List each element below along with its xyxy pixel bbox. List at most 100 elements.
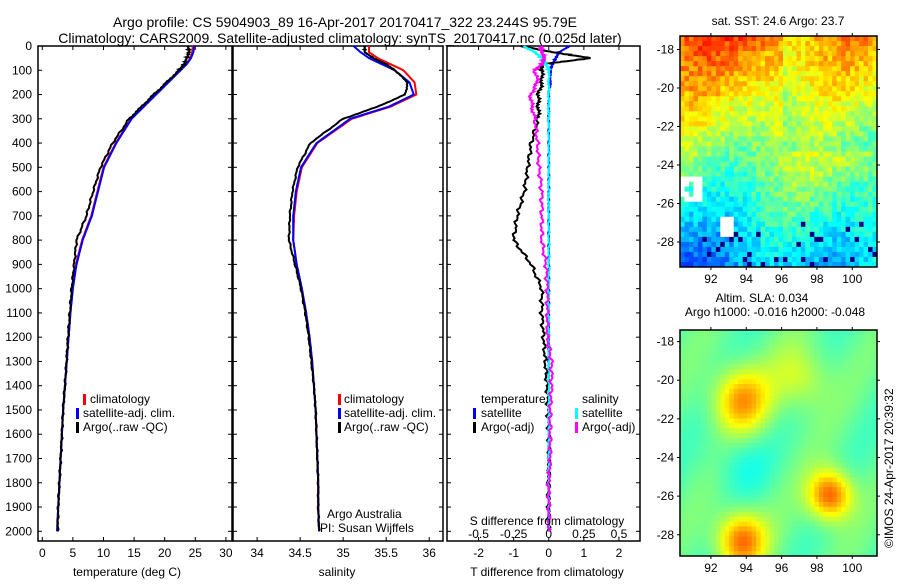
map-cell xyxy=(769,191,775,198)
map-cell xyxy=(800,106,806,112)
map-cell xyxy=(872,86,878,92)
map-cell xyxy=(823,166,829,172)
map-cell xyxy=(680,201,685,208)
map-cell xyxy=(814,516,820,523)
map-cell xyxy=(688,131,694,137)
map-cell xyxy=(800,457,806,464)
map-cell xyxy=(760,41,766,47)
map-cell xyxy=(836,211,842,218)
map-cell xyxy=(706,398,712,405)
map-cell xyxy=(724,156,730,162)
map-cell xyxy=(684,91,690,97)
map-cell xyxy=(827,161,833,167)
map-cell xyxy=(688,408,694,414)
map-cell xyxy=(778,46,784,52)
y-tick-label: -26 xyxy=(657,196,675,210)
map-cell xyxy=(715,81,721,87)
map-cell xyxy=(782,349,788,355)
map-cell xyxy=(800,536,806,542)
map-cell xyxy=(850,423,856,429)
map-cell xyxy=(697,146,703,152)
map-cell xyxy=(720,339,726,346)
map-cell xyxy=(863,136,869,142)
map-cell xyxy=(706,121,712,127)
map-cell xyxy=(841,418,847,424)
map-cell xyxy=(724,251,730,258)
map-cell xyxy=(711,354,717,360)
map-cell xyxy=(680,236,685,243)
map-cell xyxy=(814,364,820,370)
map-cell xyxy=(733,546,739,552)
map-cell xyxy=(684,136,690,142)
map-cell xyxy=(751,369,757,375)
map-cell xyxy=(693,221,699,228)
map-cell xyxy=(751,141,757,147)
map-cell xyxy=(796,121,802,127)
map-cell xyxy=(854,398,860,405)
map-cell xyxy=(760,256,766,263)
map-cell xyxy=(715,344,721,351)
map-cell xyxy=(791,457,797,464)
map-cell xyxy=(791,472,797,478)
map-cell xyxy=(702,492,708,498)
map-cell xyxy=(800,339,806,346)
map-cell xyxy=(680,433,685,439)
map-cell xyxy=(684,462,690,468)
map-cell xyxy=(818,46,824,52)
map-cell xyxy=(706,551,712,557)
map-cell xyxy=(751,66,757,72)
map-cell xyxy=(702,472,708,478)
map-cell xyxy=(800,246,806,253)
map-cell xyxy=(845,506,851,513)
map-cell xyxy=(706,467,712,473)
map-cell xyxy=(760,216,766,223)
map-cell xyxy=(688,61,694,67)
map-cell xyxy=(684,438,690,444)
map-cell xyxy=(684,106,690,112)
map-cell xyxy=(693,428,699,434)
map-cell xyxy=(724,186,730,193)
map-cell xyxy=(782,226,788,233)
map-cell xyxy=(850,354,856,360)
map-cell xyxy=(688,46,694,52)
map-cell xyxy=(697,467,703,473)
map-cell xyxy=(863,447,869,454)
map-cell xyxy=(800,101,806,107)
map-cell xyxy=(805,251,811,258)
map-cell xyxy=(841,403,847,410)
map-cell xyxy=(791,511,797,518)
map-cell xyxy=(688,354,694,360)
map-cell xyxy=(715,546,721,552)
map-cell xyxy=(756,398,761,405)
map-cell xyxy=(729,196,735,203)
map-cell xyxy=(702,36,708,42)
map-cell xyxy=(724,354,730,360)
map-cell xyxy=(787,101,793,107)
map-cell xyxy=(827,398,833,405)
map-cell xyxy=(841,423,847,429)
map-cell xyxy=(738,136,744,142)
map-cell xyxy=(832,216,838,223)
map-cell xyxy=(827,388,833,395)
map-cell xyxy=(684,374,690,380)
map-cell xyxy=(823,497,829,503)
map-cell xyxy=(845,61,851,67)
map-cell xyxy=(827,487,833,493)
map-cell xyxy=(863,161,869,167)
map-cell xyxy=(684,156,690,162)
map-cell xyxy=(756,156,761,162)
map-cell xyxy=(800,121,806,127)
map-cell xyxy=(697,359,703,365)
map-cell xyxy=(868,482,873,488)
map-cell xyxy=(796,41,802,47)
map-cell xyxy=(711,531,717,537)
map-cell xyxy=(859,71,864,77)
map-cell xyxy=(738,482,744,488)
map-cell xyxy=(872,196,878,203)
map-cell xyxy=(832,359,838,365)
map-cell xyxy=(809,354,815,360)
map-cell xyxy=(850,487,856,493)
map-cell xyxy=(863,221,869,228)
map-cell xyxy=(715,151,721,157)
map-cell xyxy=(747,472,753,478)
